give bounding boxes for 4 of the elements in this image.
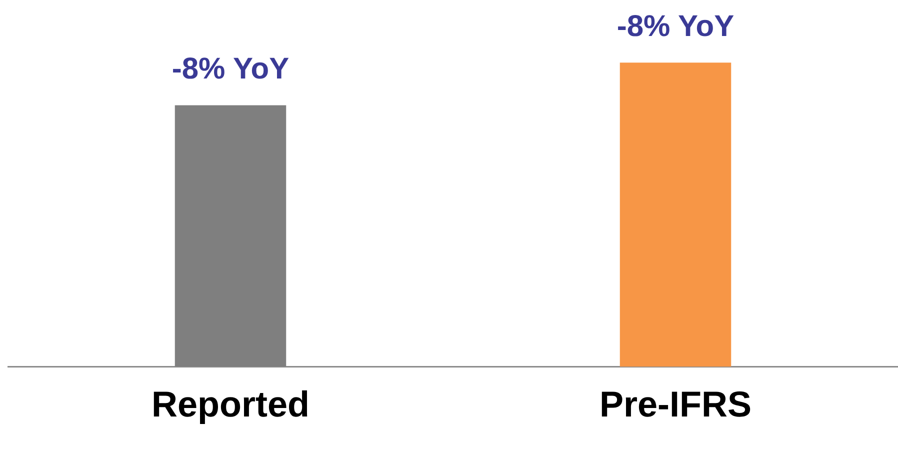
annotation: -8% YoY [172, 52, 290, 86]
x-tick-label: Reported [151, 383, 310, 424]
x-tick-label: Pre-IFRS [599, 383, 752, 424]
annotation: -8% YoY [616, 10, 734, 43]
